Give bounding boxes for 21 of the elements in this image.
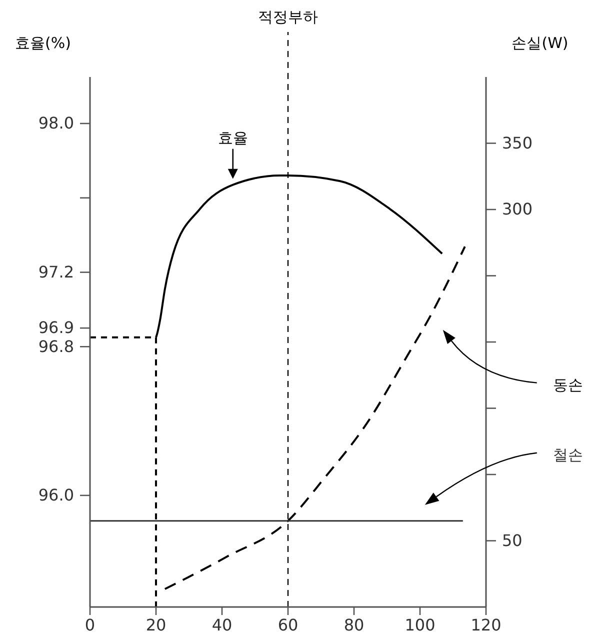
text: 철손 (552, 446, 583, 464)
x-tick-label: 20 (146, 615, 166, 634)
x-tick-label: 0 (84, 615, 96, 634)
y-tick-label: 96.8 (38, 336, 74, 356)
x-tick-label: 100 (404, 615, 436, 634)
y2-tick-label: 300 (502, 200, 533, 219)
ref-line-label: 적정부하 (258, 8, 318, 26)
y2-tick-label: 50 (502, 530, 522, 550)
y-tick-label: 97.2 (38, 262, 74, 282)
x-tick-label: 80 (344, 615, 364, 634)
y-tick-label: 96.9 (38, 318, 74, 338)
y-tick-label: 96.0 (38, 486, 74, 505)
y2-axis-title: 손실(W) (512, 34, 568, 52)
text: 효율 (218, 128, 248, 147)
x-tick-label: 120 (470, 615, 502, 634)
x-tick-label: 60 (278, 615, 298, 634)
y2-tick-label: 350 (502, 133, 533, 152)
x-tick-label: 40 (212, 615, 232, 634)
text: 동손 (552, 376, 583, 394)
y-axis-title: 효율(%) (15, 34, 71, 52)
y-tick-label: 98.0 (38, 114, 74, 133)
